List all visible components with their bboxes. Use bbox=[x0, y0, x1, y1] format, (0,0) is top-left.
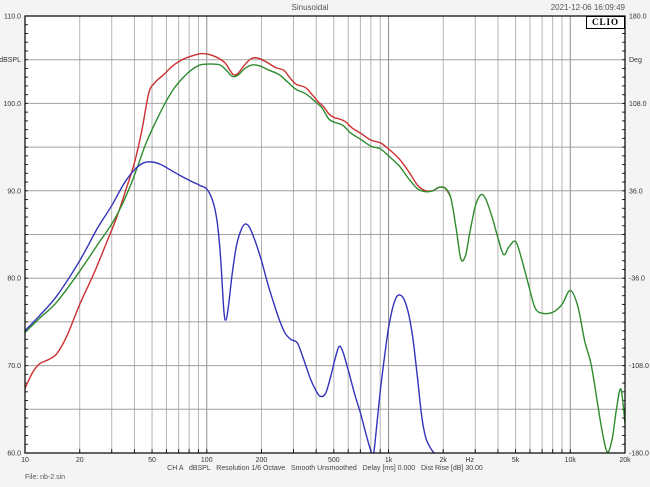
x-tick-label: 10 bbox=[21, 457, 29, 464]
clio-logo: CLIO bbox=[586, 16, 625, 29]
plot-border bbox=[24, 15, 626, 454]
x-tick-label: 5k bbox=[512, 457, 520, 464]
x-tick-label: 2k bbox=[440, 457, 448, 464]
chart-title: Sinusoidal bbox=[291, 3, 329, 12]
y-right-tick-label: 180.0 bbox=[629, 14, 647, 21]
x-tick-label: 20k bbox=[619, 457, 631, 464]
red-curve bbox=[25, 52, 452, 389]
x-tick-label: 100 bbox=[201, 457, 213, 464]
x-tick-label: 50 bbox=[148, 457, 156, 464]
y-left-tick-label: 100.0 bbox=[3, 101, 21, 108]
x-tick-label: 500 bbox=[328, 457, 340, 464]
x-tick-label: 20 bbox=[76, 457, 84, 464]
y-right-tick-label: 36.0 bbox=[629, 188, 643, 195]
y-left-tick-label: 110.0 bbox=[4, 14, 21, 21]
y-left-axis-unit-label: dBSPL bbox=[0, 57, 21, 64]
green-curve bbox=[25, 63, 625, 453]
y-left-tick-label: 70.0 bbox=[7, 363, 21, 370]
y-right-tick-label: -36.0 bbox=[629, 276, 645, 283]
y-left-tick-label: 90.0 bbox=[7, 188, 21, 195]
y-left-tick-label: 80.0 bbox=[7, 276, 21, 283]
y-right-axis-unit-label: Deg bbox=[629, 57, 642, 64]
y-left-tick-label: 60.0 bbox=[7, 451, 21, 458]
x-tick-label: 10k bbox=[565, 457, 577, 464]
x-tick-label: 200 bbox=[256, 457, 268, 464]
y-right-tick-label: -108.0 bbox=[629, 363, 649, 370]
y-right-tick-label: 108.0 bbox=[629, 101, 647, 108]
measurement-status-bar: CH A dBSPL Resolution 1/6 Octave Smooth … bbox=[167, 465, 483, 472]
x-tick-label: 1k bbox=[385, 457, 393, 464]
blue-curve bbox=[25, 161, 435, 453]
x-axis-unit-label: Hz bbox=[466, 457, 475, 464]
file-name-label: File: nb-2.sin bbox=[25, 474, 66, 481]
chart-datetime: 2021-12-06 16:09:49 bbox=[550, 3, 625, 12]
y-right-tick-label: -180.0 bbox=[629, 451, 649, 458]
